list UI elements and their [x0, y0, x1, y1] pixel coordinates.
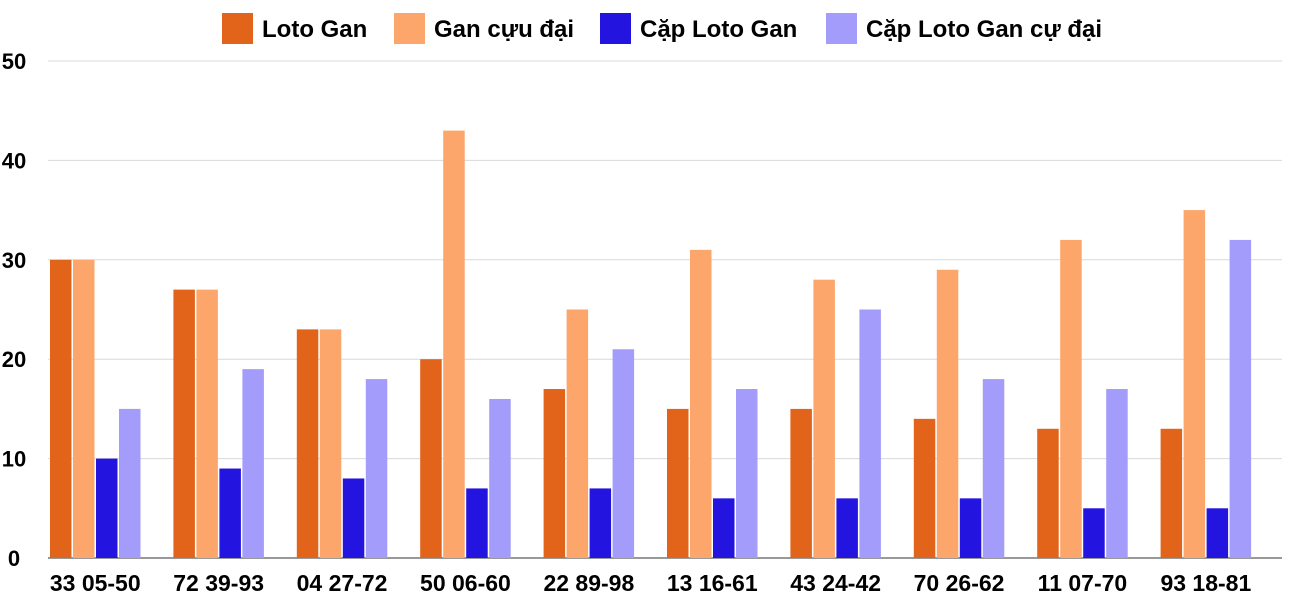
bar-c-p-loto-gan-c-i-3	[489, 398, 511, 558]
x-tick-label: 04 27-72	[297, 570, 388, 596]
x-tick-label: 13 16-61	[667, 570, 758, 596]
y-tick-label: 20	[2, 347, 26, 372]
bar-loto-gan-8	[1037, 428, 1059, 558]
bar-loto-gan-1	[173, 289, 195, 558]
bar-c-p-loto-gan-4	[589, 488, 612, 558]
bar-gan-c-u-i-3	[443, 130, 465, 558]
x-tick-label: 93 18-81	[1160, 570, 1251, 596]
x-tick-label: 72 39-93	[173, 570, 264, 596]
bars	[50, 130, 1252, 559]
legend-swatch	[826, 13, 857, 44]
legend-label: Gan cựu đại	[434, 16, 574, 43]
bar-gan-c-u-i-9	[1183, 210, 1206, 558]
bar-c-p-loto-gan-c-i-7	[982, 379, 1005, 558]
bar-c-p-loto-gan-c-i-1	[242, 369, 264, 558]
bar-gan-c-u-i-5	[690, 249, 712, 559]
bar-c-p-loto-gan-7	[959, 498, 982, 558]
bar-c-p-loto-gan-c-i-2	[365, 379, 388, 558]
bar-gan-c-u-i-2	[319, 329, 342, 558]
bar-gan-c-u-i-4	[566, 309, 589, 558]
bar-c-p-loto-gan-3	[466, 488, 488, 558]
legend-swatch	[600, 13, 631, 44]
bar-c-p-loto-gan-c-i-8	[1106, 389, 1128, 558]
bar-loto-gan-0	[50, 259, 72, 558]
x-axis: 33 05-50 72 39-93 04 27-72 50 06-60 22 89-98…	[50, 570, 1252, 596]
y-tick-label: 30	[2, 248, 26, 273]
bar-gan-c-u-i-1	[196, 289, 218, 558]
bar-c-p-loto-gan-8	[1083, 508, 1105, 558]
legend-swatch	[222, 13, 253, 44]
legend-label: Loto Gan	[262, 16, 367, 43]
legend: Loto Gan Gan cựu đại Cặp Loto Gan Cặp Loto …	[222, 13, 1102, 44]
y-tick-label: 40	[2, 148, 26, 173]
bar-loto-gan-2	[296, 329, 319, 558]
bar-c-p-loto-gan-c-i-6	[859, 309, 881, 558]
legend-swatch	[394, 13, 425, 44]
bar-c-p-loto-gan-6	[836, 498, 858, 558]
bar-gan-c-u-i-6	[813, 279, 835, 558]
x-tick-label: 43 24-42	[790, 570, 881, 596]
legend-label: Cặp Loto Gan cự đại	[866, 16, 1102, 43]
bar-loto-gan-6	[790, 408, 812, 558]
bar-loto-gan-7	[913, 418, 936, 558]
bar-c-p-loto-gan-5	[713, 498, 735, 558]
y-tick-label: 0	[8, 546, 20, 571]
bar-c-p-loto-gan-c-i-4	[612, 349, 635, 558]
bar-c-p-loto-gan-2	[342, 478, 365, 558]
x-tick-label: 33 05-50	[50, 570, 141, 596]
x-tick-label: 70 26-62	[914, 570, 1005, 596]
x-tick-label: 50 06-60	[420, 570, 511, 596]
bar-gan-c-u-i-0	[73, 259, 95, 558]
bar-c-p-loto-gan-c-i-0	[119, 408, 141, 558]
bar-c-p-loto-gan-c-i-9	[1229, 239, 1252, 559]
y-tick-label: 50	[2, 49, 26, 74]
x-tick-label: 11 07-70	[1038, 570, 1128, 596]
y-axis: 0 10 20 30 40 50	[2, 49, 26, 571]
bar-c-p-loto-gan-9	[1206, 508, 1229, 558]
bar-gan-c-u-i-7	[936, 269, 959, 558]
bar-loto-gan-4	[543, 389, 566, 558]
legend-label: Cặp Loto Gan	[640, 16, 797, 43]
x-tick-label: 22 89-98	[543, 570, 634, 596]
bar-loto-gan-9	[1160, 428, 1183, 558]
bar-c-p-loto-gan-c-i-5	[736, 389, 758, 558]
bar-c-p-loto-gan-0	[96, 458, 118, 558]
bar-gan-c-u-i-8	[1060, 239, 1082, 559]
bar-loto-gan-3	[420, 359, 442, 558]
bar-c-p-loto-gan-1	[219, 468, 241, 558]
bar-loto-gan-5	[667, 408, 689, 558]
y-tick-label: 10	[2, 447, 26, 472]
